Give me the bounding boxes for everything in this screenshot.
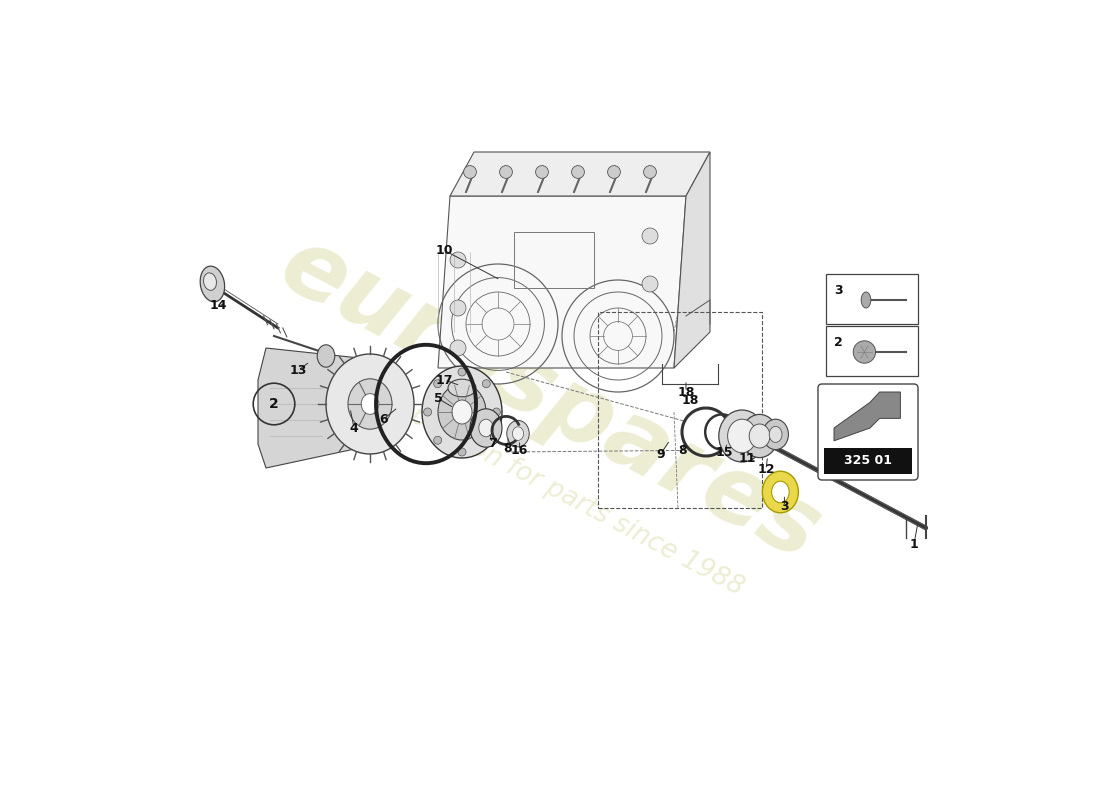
- Ellipse shape: [317, 345, 334, 367]
- Text: 5: 5: [433, 392, 442, 405]
- Ellipse shape: [718, 410, 766, 462]
- Text: 8: 8: [504, 442, 512, 454]
- Ellipse shape: [762, 471, 799, 513]
- Text: a passion for parts since 1988: a passion for parts since 1988: [384, 391, 748, 601]
- Ellipse shape: [762, 419, 789, 450]
- Ellipse shape: [422, 366, 502, 458]
- Ellipse shape: [769, 426, 782, 442]
- Text: 2: 2: [270, 397, 279, 411]
- Ellipse shape: [326, 354, 414, 454]
- Circle shape: [433, 436, 442, 444]
- Text: 325 01: 325 01: [844, 454, 892, 467]
- Circle shape: [433, 380, 442, 388]
- Ellipse shape: [470, 409, 502, 447]
- Bar: [824, 448, 912, 474]
- Polygon shape: [258, 348, 386, 468]
- Text: 14: 14: [210, 299, 228, 312]
- Text: 15: 15: [716, 446, 733, 458]
- Ellipse shape: [507, 421, 529, 446]
- Text: 8: 8: [679, 444, 688, 457]
- Text: 18: 18: [681, 394, 698, 406]
- Text: 1: 1: [910, 538, 918, 550]
- FancyBboxPatch shape: [818, 384, 918, 480]
- Ellipse shape: [771, 481, 789, 503]
- Circle shape: [450, 340, 466, 356]
- Circle shape: [493, 408, 500, 416]
- Circle shape: [482, 436, 491, 444]
- Ellipse shape: [354, 399, 370, 417]
- Ellipse shape: [200, 266, 224, 302]
- Circle shape: [450, 300, 466, 316]
- Text: 7: 7: [488, 437, 497, 450]
- Circle shape: [644, 166, 657, 178]
- Text: 17: 17: [436, 374, 453, 386]
- Text: 3: 3: [780, 500, 789, 513]
- Circle shape: [450, 252, 466, 268]
- Circle shape: [458, 368, 466, 376]
- Circle shape: [642, 228, 658, 244]
- Circle shape: [499, 166, 513, 178]
- Circle shape: [642, 276, 658, 292]
- Polygon shape: [438, 196, 686, 368]
- Circle shape: [424, 408, 431, 416]
- Text: 2: 2: [834, 336, 843, 349]
- Circle shape: [463, 166, 476, 178]
- Ellipse shape: [438, 384, 486, 440]
- Text: 11: 11: [739, 452, 757, 465]
- Bar: [826, 274, 918, 324]
- Text: 4: 4: [350, 422, 359, 434]
- Polygon shape: [674, 152, 710, 368]
- Text: 13: 13: [289, 364, 307, 377]
- Circle shape: [572, 166, 584, 178]
- Text: 18: 18: [678, 386, 695, 398]
- Ellipse shape: [448, 379, 476, 397]
- Polygon shape: [834, 392, 901, 441]
- Ellipse shape: [861, 292, 871, 308]
- Text: 16: 16: [510, 444, 528, 457]
- Ellipse shape: [478, 419, 493, 437]
- Text: 10: 10: [436, 244, 453, 257]
- Circle shape: [458, 448, 466, 456]
- Circle shape: [536, 166, 549, 178]
- Bar: [514, 232, 594, 288]
- Bar: [826, 326, 918, 376]
- Ellipse shape: [727, 419, 757, 453]
- Circle shape: [607, 166, 620, 178]
- Ellipse shape: [348, 379, 392, 429]
- Ellipse shape: [741, 414, 778, 458]
- Text: 3: 3: [834, 284, 843, 297]
- Text: 12: 12: [757, 463, 774, 476]
- Text: eurospares: eurospares: [265, 219, 835, 581]
- Circle shape: [482, 380, 491, 388]
- Ellipse shape: [513, 426, 524, 440]
- Bar: [598, 312, 762, 508]
- Text: 9: 9: [656, 448, 664, 461]
- Ellipse shape: [452, 400, 472, 424]
- Ellipse shape: [204, 273, 217, 290]
- Circle shape: [854, 341, 876, 363]
- Text: 6: 6: [379, 413, 388, 426]
- Polygon shape: [450, 152, 710, 196]
- Ellipse shape: [361, 394, 378, 414]
- Ellipse shape: [749, 424, 770, 448]
